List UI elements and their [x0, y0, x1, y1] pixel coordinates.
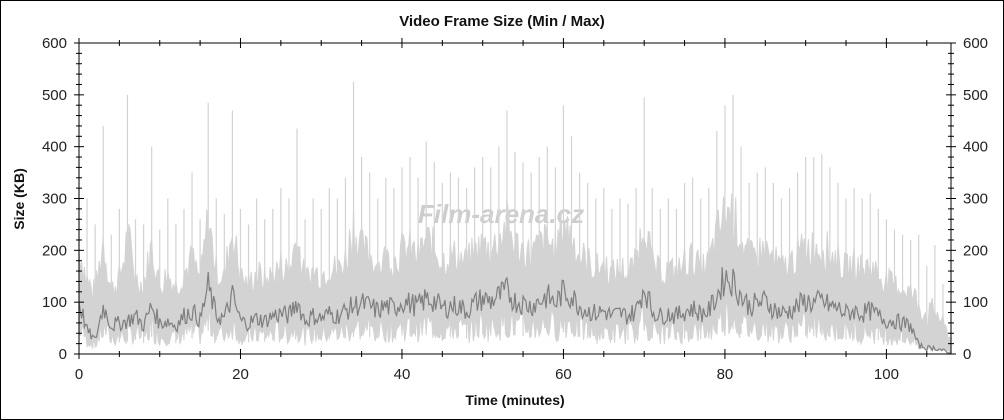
min-line: [78, 267, 951, 354]
series-layer: [78, 81, 952, 354]
y-tick-label-left: 500: [42, 87, 67, 104]
y-axis-label: Size (KB): [11, 168, 27, 229]
y-tick-label-left: 200: [42, 242, 67, 259]
watermark: Film-arena.cz: [418, 199, 584, 229]
min-series: [78, 267, 951, 354]
y-tick-label-right: 0: [963, 346, 971, 363]
x-tick-label: 60: [555, 366, 572, 383]
y-tick-label-left: 0: [59, 346, 67, 363]
chart-title: Video Frame Size (Min / Max): [399, 13, 605, 30]
x-tick-label: 100: [874, 366, 899, 383]
x-axis-label: Time (minutes): [465, 392, 564, 408]
max-series: [78, 81, 952, 354]
x-tick-label: 80: [717, 366, 734, 383]
y-tick-label-right: 200: [963, 242, 988, 259]
x-tick-label: 0: [75, 366, 83, 383]
y-tick-label-left: 100: [42, 294, 67, 311]
x-tick-label: 40: [394, 366, 411, 383]
x-tick-label: 20: [232, 366, 249, 383]
y-tick-label-left: 300: [42, 191, 67, 208]
y-tick-label-right: 300: [963, 191, 988, 208]
y-tick-label-left: 400: [42, 139, 67, 156]
y-tick-label-left: 600: [42, 35, 67, 52]
y-tick-label-right: 600: [963, 35, 988, 52]
y-tick-label-right: 400: [963, 139, 988, 156]
y-tick-label-right: 500: [963, 87, 988, 104]
y-tick-label-right: 100: [963, 294, 988, 311]
